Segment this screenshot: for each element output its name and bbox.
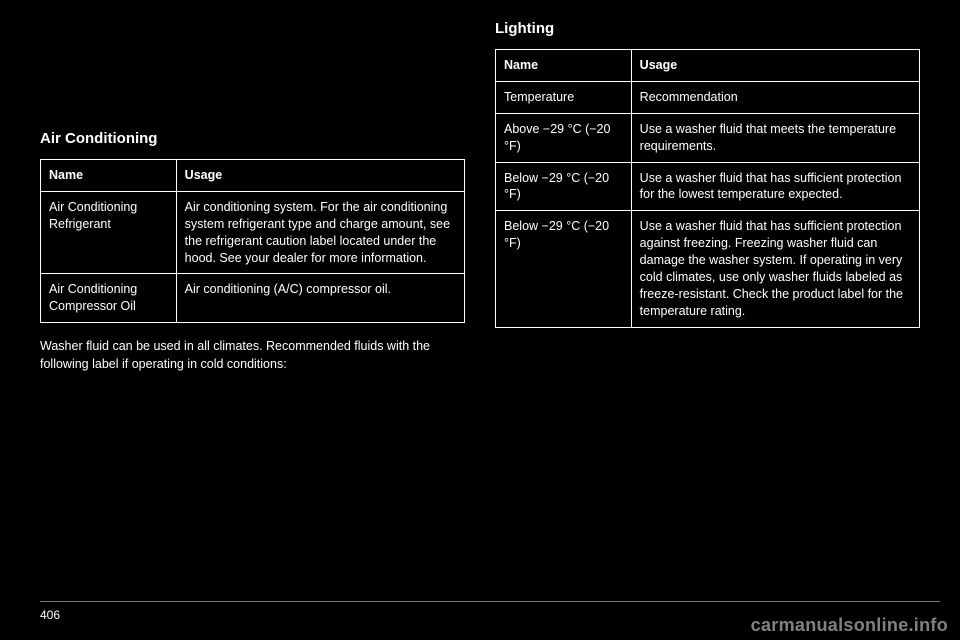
table-cell: Air conditioning (A/C) compressor oil. (176, 274, 464, 323)
table-header-row: Name Usage (496, 50, 920, 82)
table-cell: Temperature (496, 81, 632, 113)
table-cell: Below −29 °C (−20 °F) (496, 211, 632, 327)
air-conditioning-table: Name Usage Air Conditioning Refrigerant … (40, 159, 465, 323)
table-row: Air Conditioning Refrigerant Air conditi… (41, 191, 465, 274)
table-header-row: Name Usage (41, 160, 465, 192)
note-paragraph: Washer fluid can be used in all climates… (40, 337, 465, 373)
table-cell: Use a washer fluid that has sufficient p… (631, 211, 919, 327)
page-number: 406 (40, 608, 60, 622)
page-content: Air Conditioning Name Usage Air Conditio… (0, 0, 960, 383)
table-cell: Use a washer fluid that has sufficient p… (631, 162, 919, 211)
table-header-cell: Name (496, 50, 632, 82)
table-row: Below −29 °C (−20 °F) Use a washer fluid… (496, 211, 920, 327)
table-cell: Air Conditioning Compressor Oil (41, 274, 177, 323)
table-row: Temperature Recommendation (496, 81, 920, 113)
left-note: Washer fluid can be used in all climates… (40, 337, 465, 373)
table-cell: Air conditioning system. For the air con… (176, 191, 464, 274)
table-cell: Air Conditioning Refrigerant (41, 191, 177, 274)
lighting-table: Name Usage Temperature Recommendation Ab… (495, 49, 920, 328)
table-header-cell: Usage (176, 160, 464, 192)
watermark-text: carmanualsonline.info (751, 615, 948, 636)
table-row: Above −29 °C (−20 °F) Use a washer fluid… (496, 113, 920, 162)
table-cell: Above −29 °C (−20 °F) (496, 113, 632, 162)
right-heading: Lighting (495, 20, 920, 37)
table-cell: Use a washer fluid that meets the temper… (631, 113, 919, 162)
table-cell: Recommendation (631, 81, 919, 113)
left-heading: Air Conditioning (40, 130, 465, 147)
table-cell: Below −29 °C (−20 °F) (496, 162, 632, 211)
right-column: Lighting Name Usage Temperature Recommen… (495, 20, 920, 383)
table-header-cell: Name (41, 160, 177, 192)
table-header-cell: Usage (631, 50, 919, 82)
left-column: Air Conditioning Name Usage Air Conditio… (40, 20, 465, 383)
table-row: Air Conditioning Compressor Oil Air cond… (41, 274, 465, 323)
table-row: Below −29 °C (−20 °F) Use a washer fluid… (496, 162, 920, 211)
